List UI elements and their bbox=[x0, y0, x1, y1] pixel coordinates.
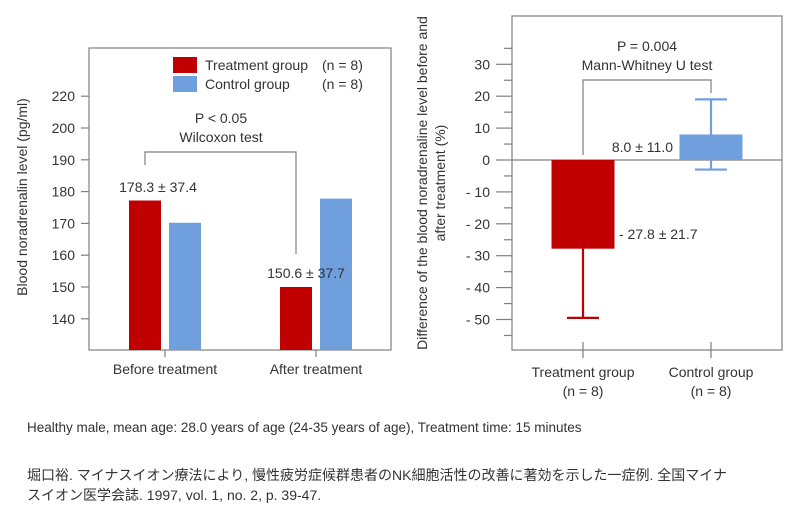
right-y-tick-label: - 20 bbox=[466, 216, 490, 232]
right-significance-label: P = 0.004 bbox=[617, 38, 677, 54]
left-x-tick-label: Before treatment bbox=[113, 361, 217, 377]
right-plot-frame bbox=[511, 15, 783, 351]
left-y-tick-label: 190 bbox=[52, 152, 76, 168]
right-x-tick-n-label: (n = 8) bbox=[691, 383, 732, 399]
left-y-tick-label: 140 bbox=[52, 311, 76, 327]
left-x-tick-label: After treatment bbox=[270, 361, 363, 377]
right-y-axis: 30 20 10 0 - 10 - 20 - 30 - 40 - 50 bbox=[466, 47, 782, 337]
left-plot-frame bbox=[88, 47, 392, 351]
right-x-tick-n-label: (n = 8) bbox=[563, 383, 604, 399]
legend-swatch-treatment bbox=[173, 57, 197, 73]
bar-control-before bbox=[169, 222, 201, 350]
legend-label-treatment: Treatment group bbox=[205, 57, 308, 73]
legend-n-control: (n = 8) bbox=[322, 76, 363, 92]
right-chart: 30 20 10 0 - 10 - 20 - 30 - 40 - 50 - 27.8 ± 21.… bbox=[414, 15, 783, 399]
left-chart: 220 200 190 180 170 160 150 140 Before treatmen… bbox=[14, 47, 392, 377]
right-x-tick-label: Control group bbox=[669, 364, 754, 380]
left-y-tick-label: 160 bbox=[52, 247, 76, 263]
bar-treatment-after bbox=[280, 287, 312, 350]
after-value-label: 150.6 ± 37.7 bbox=[267, 265, 345, 281]
right-y-axis-label-line1: Difference of the blood noradrenaline le… bbox=[414, 16, 430, 350]
left-y-tick-label: 150 bbox=[52, 279, 76, 295]
left-y-axis: 220 200 190 180 170 160 150 140 bbox=[52, 88, 89, 327]
right-y-tick-label: - 40 bbox=[466, 280, 490, 296]
legend-n-treatment: (n = 8) bbox=[322, 57, 363, 73]
bar-control-after bbox=[320, 198, 352, 350]
legend-label-control: Control group bbox=[205, 76, 290, 92]
right-test-label: Mann-Whitney U test bbox=[582, 57, 713, 73]
right-y-tick-label: 0 bbox=[482, 152, 490, 168]
right-y-tick-label: - 50 bbox=[466, 312, 490, 328]
left-y-tick-label: 170 bbox=[52, 215, 76, 231]
left-y-tick-label: 180 bbox=[52, 184, 76, 200]
right-x-axis: Treatment group (n = 8) Control group (n = … bbox=[532, 342, 754, 399]
right-significance-bracket bbox=[582, 79, 712, 155]
left-y-axis-label: Blood noradrenalin level (pg/ml) bbox=[14, 98, 30, 296]
right-y-tick-label: 30 bbox=[474, 56, 490, 72]
left-significance-label: P < 0.05 bbox=[195, 110, 248, 126]
bar-treatment bbox=[551, 160, 615, 249]
control-value-label: 8.0 ± 11.0 bbox=[612, 139, 673, 155]
citation-line-2: スイオン医学会誌. 1997, vol. 1, no. 2, p. 39-47. bbox=[27, 487, 322, 503]
treatment-value-label: - 27.8 ± 21.7 bbox=[619, 226, 698, 242]
right-bars: - 27.8 ± 21.7 8.0 ± 11.0 bbox=[551, 98, 743, 320]
right-x-tick-label: Treatment group bbox=[532, 364, 635, 380]
citation-line-1: 堀口裕. マイナスイオン療法により, 慢性疲労症候群患者のNK細胞活性の改善に著… bbox=[27, 467, 727, 483]
left-y-tick-label: 200 bbox=[52, 120, 76, 136]
left-x-axis: Before treatment After treatment bbox=[113, 350, 363, 377]
left-bars bbox=[129, 198, 352, 350]
bar-treatment-before bbox=[129, 200, 161, 350]
left-test-label: Wilcoxon test bbox=[179, 129, 262, 145]
right-y-tick-label: - 10 bbox=[466, 184, 490, 200]
study-note: Healthy male, mean age: 28.0 years of ag… bbox=[27, 420, 582, 435]
left-y-tick-label: 220 bbox=[52, 88, 76, 104]
right-y-tick-label: 20 bbox=[474, 88, 490, 104]
left-significance-bracket bbox=[144, 151, 297, 254]
legend-swatch-control bbox=[173, 76, 197, 92]
before-value-label: 178.3 ± 37.4 bbox=[119, 179, 197, 195]
right-y-tick-label: - 30 bbox=[466, 248, 490, 264]
right-y-axis-label-line2: after treatment (%) bbox=[432, 125, 448, 242]
right-y-tick-label: 10 bbox=[474, 120, 490, 136]
